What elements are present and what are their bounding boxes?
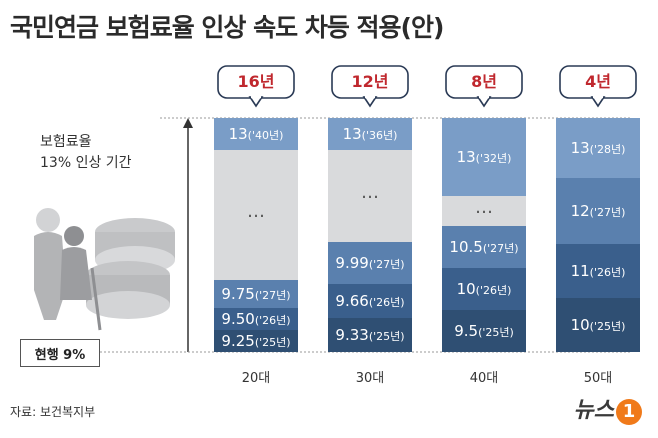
- category-label: 30대: [356, 371, 385, 386]
- axis-label: 보험료율 13% 인상 기간: [40, 132, 132, 174]
- bar-segment-label: 10('25년): [571, 316, 626, 334]
- bar-segment: [556, 178, 640, 244]
- bar-gap-ellipsis: …: [361, 182, 379, 203]
- bar-segment-label: 11('26년): [571, 262, 626, 280]
- duration-badge-pointer: [476, 96, 492, 108]
- bar-segment-label: 9.66('26년): [335, 292, 404, 310]
- chart-title: 국민연금 보험료율 인상 속도 차등 적용(안): [10, 13, 444, 42]
- category-label: 40대: [470, 371, 499, 386]
- bar-gap-1: [328, 150, 412, 242]
- logo-mark: 1: [616, 399, 642, 425]
- duration-label: 8년: [471, 72, 497, 91]
- bar-segment: [214, 330, 298, 352]
- bar-segment: [556, 118, 640, 178]
- bar-segment: [556, 244, 640, 298]
- bar-segment-label: 13('28년): [571, 139, 626, 157]
- bar-segment: [556, 298, 640, 352]
- bar-segment-label: 9.33('25년): [335, 326, 404, 344]
- bar-segment: [442, 268, 526, 310]
- bar-segment-label: 9.5('25년): [454, 322, 514, 340]
- duration-label: 16년: [238, 72, 275, 91]
- duration-badge-pointer: [590, 96, 606, 108]
- axis-label-line2: 13% 인상 기간: [40, 155, 132, 171]
- bar-segment-label: 9.50('26년): [221, 310, 290, 328]
- bar-segment: [328, 242, 412, 284]
- bar-segment: [328, 118, 412, 150]
- logo-text: 뉴스: [573, 398, 614, 423]
- news1-logo: 뉴스 1: [574, 392, 642, 425]
- elderly-coins-illustration: [34, 208, 175, 331]
- duration-label: 4년: [585, 72, 611, 91]
- bar-segment: [442, 118, 526, 196]
- bar-gap-0: [214, 150, 298, 280]
- bar-segment-label: 9.25('25년): [221, 332, 290, 350]
- category-label: 50대: [584, 371, 613, 386]
- bar-segment-label: 10('26년): [457, 280, 512, 298]
- bar-segment-label: 13('32년): [457, 148, 512, 166]
- bar-segment-label: 10.5('27년): [449, 238, 518, 256]
- bar-segment-label: 9.75('27년): [221, 285, 290, 303]
- bar-segment-label: 13('40년): [229, 125, 284, 143]
- bar-gap-ellipsis: …: [247, 201, 265, 222]
- axis-label-line1: 보험료율: [40, 134, 92, 150]
- bar-segment: [328, 318, 412, 352]
- duration-label: 12년: [352, 72, 389, 91]
- bar-gap-2: [442, 196, 526, 226]
- bar-segment: [214, 280, 298, 308]
- bar-segment: [442, 226, 526, 268]
- duration-badge-pointer: [362, 96, 378, 108]
- bar-segment: [214, 308, 298, 330]
- axis-arrow-head: [183, 118, 193, 128]
- bar-segment: [442, 310, 526, 352]
- bar-gap-ellipsis: …: [475, 197, 493, 218]
- bar-segment-label: 12('27년): [571, 202, 626, 220]
- category-label: 20대: [242, 371, 271, 386]
- bar-segment: [328, 284, 412, 318]
- source-note: 자료: 보건복지부: [10, 405, 96, 419]
- bar-segment-label: 13('36년): [343, 125, 398, 143]
- current-rate-label: 현행 9%: [20, 339, 100, 367]
- duration-badge-pointer: [248, 96, 264, 108]
- bar-segment: [214, 118, 298, 150]
- bar-segment-label: 9.99('27년): [335, 254, 404, 272]
